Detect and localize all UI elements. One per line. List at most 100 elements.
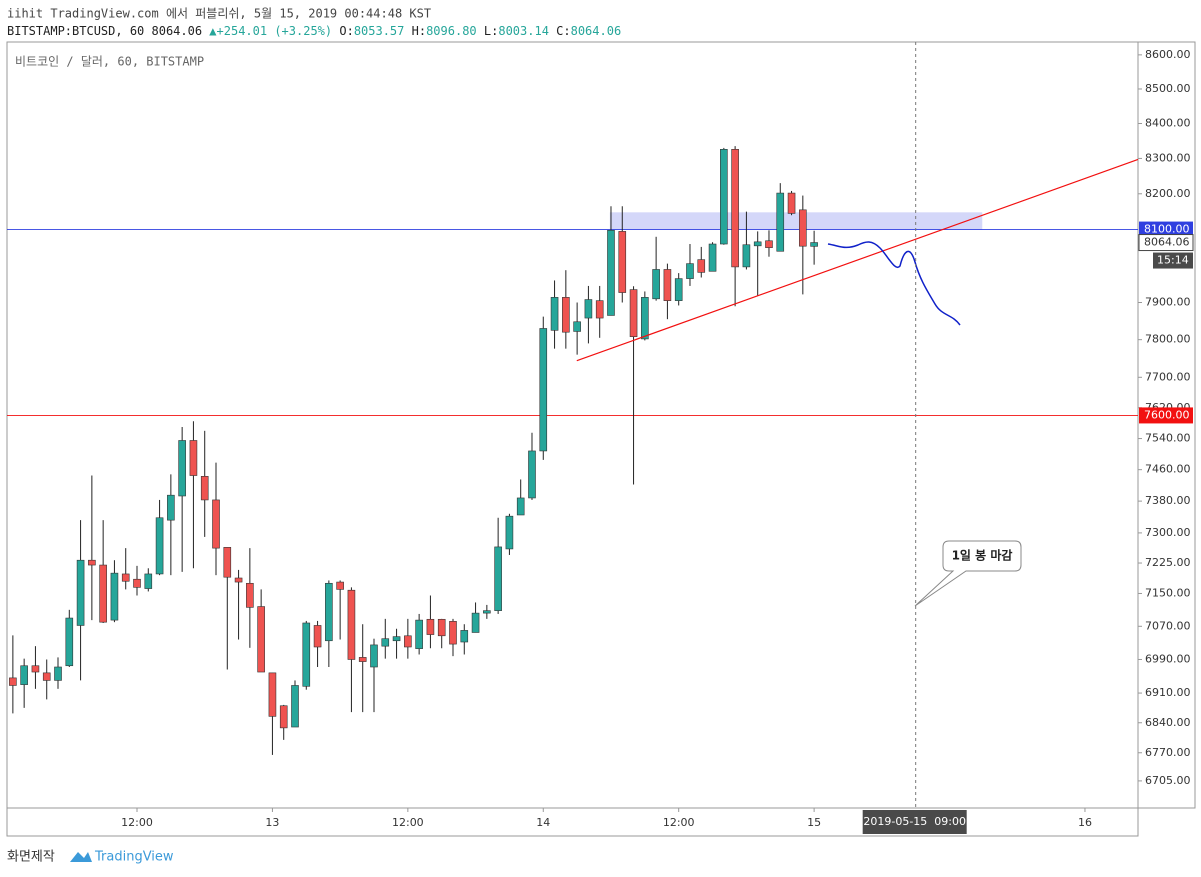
time-axis-frame — [6, 807, 1139, 837]
candle-body — [765, 240, 773, 248]
candle-body — [212, 499, 220, 549]
candle-body — [110, 572, 119, 621]
projection-sketch — [827, 241, 961, 326]
ohlc-value: 8096.80 — [426, 24, 477, 38]
ohlc-key: H: — [412, 24, 426, 38]
y-tick-label: 8500.00 — [1145, 82, 1191, 95]
candle-body — [483, 610, 491, 614]
candle-body — [99, 564, 107, 623]
y-tick-label: 6705.00 — [1145, 774, 1191, 787]
brand-logo — [70, 852, 92, 862]
candle-body — [42, 672, 51, 681]
price-label: 8100.00 — [1144, 223, 1190, 236]
up-arrow: ▲ — [202, 24, 217, 38]
candle-body — [731, 149, 739, 268]
y-tick-label: 7070.00 — [1145, 619, 1191, 632]
y-tick-label: 6840.00 — [1145, 716, 1191, 729]
price-axis: 8600.00 8500.00 8400.00 8300.00 8200.00 7900.… — [1138, 48, 1191, 787]
publish-line: iihit TradingView.com 에서 퍼블리쉬, 5월 15, 20… — [7, 7, 431, 21]
candle-body — [257, 606, 265, 673]
candle-body — [144, 573, 153, 589]
y-tick-label: 7150.00 — [1145, 586, 1191, 599]
ohlc-value: 8064.06 — [571, 24, 622, 38]
candle-body — [584, 299, 593, 319]
candle-body — [674, 278, 683, 301]
y-tick-label: 7540.00 — [1145, 432, 1191, 445]
candle-body — [437, 618, 446, 637]
candle-body — [573, 321, 581, 332]
y-tick-label: 7225.00 — [1145, 556, 1191, 569]
candle-body — [20, 665, 28, 685]
candle-body — [460, 630, 469, 643]
candle-body — [65, 617, 74, 667]
zone — [609, 212, 983, 230]
y-tick-label: 7900.00 — [1145, 296, 1191, 309]
candle-body — [629, 289, 638, 337]
candle-body — [404, 635, 412, 648]
candle-body — [178, 440, 186, 497]
candle-body — [528, 450, 536, 499]
change: +254.01 (+3.25%) — [217, 24, 333, 38]
candle-body — [550, 297, 559, 331]
candle-body — [291, 685, 299, 728]
x-tick-label: 12:00 — [392, 816, 424, 829]
candle-body — [505, 515, 514, 550]
candle-body — [121, 573, 130, 582]
candle-body — [200, 476, 209, 501]
candle-body — [471, 612, 480, 633]
candle-body — [426, 618, 435, 635]
candle-body — [720, 149, 728, 245]
symbol: BITSTAMP:BTCUSD, 60 8064.06 — [7, 24, 202, 38]
candle-body — [595, 300, 604, 319]
price-axis-frame — [1137, 41, 1196, 809]
callout — [914, 540, 1022, 607]
candle-body — [686, 263, 694, 279]
x-tick-label: 12:00 — [121, 816, 153, 829]
candle-body — [697, 259, 706, 273]
candle-body — [607, 229, 615, 316]
trendline — [576, 158, 1139, 362]
candle-body — [618, 231, 627, 293]
y-tick-label: 8600.00 — [1145, 48, 1191, 61]
candle-body — [189, 440, 198, 476]
price-label-bg — [1139, 407, 1193, 424]
y-tick-label: 7380.00 — [1145, 494, 1191, 507]
price-label-bg — [1139, 221, 1193, 238]
candle-body — [742, 244, 751, 268]
candle-body — [279, 705, 288, 729]
candle-body — [415, 619, 423, 649]
x-tick-label: 15 — [807, 816, 821, 829]
y-tick-label: 7700.00 — [1145, 370, 1191, 383]
candle-body — [336, 581, 344, 590]
candle-body — [88, 559, 96, 566]
y-tick-label: 7460.00 — [1145, 463, 1191, 476]
candle-body — [562, 297, 570, 333]
footer-brand: TradingView — [94, 850, 174, 865]
candle-body — [133, 578, 141, 588]
candle-body — [539, 328, 548, 452]
candle-body — [325, 582, 333, 642]
candle-body — [223, 547, 232, 578]
candle-body — [155, 517, 164, 575]
ohlc-value: 8003.14 — [498, 24, 549, 38]
candle-body — [31, 665, 40, 673]
candle-body — [449, 621, 457, 645]
candle-body — [381, 638, 390, 647]
candle-body — [708, 243, 717, 272]
candle-body — [776, 192, 785, 252]
y-tick-label: 6770.00 — [1145, 746, 1191, 759]
candle-body — [313, 625, 322, 648]
candle-body — [516, 497, 525, 516]
price-label: 7600.00 — [1144, 408, 1190, 421]
candle-body — [663, 269, 672, 301]
annotation: 1일 봉 마감 — [952, 548, 1013, 563]
candle-body — [167, 494, 175, 521]
countdown-bg — [1153, 252, 1193, 269]
y-tick-label: 7300.00 — [1145, 526, 1191, 539]
plot-frame — [6, 41, 1139, 809]
y-tick-label: 8300.00 — [1145, 151, 1191, 164]
crosshair-label: 2019-05-15 09:00 — [863, 815, 966, 828]
countdown: 15:14 — [1157, 254, 1189, 267]
